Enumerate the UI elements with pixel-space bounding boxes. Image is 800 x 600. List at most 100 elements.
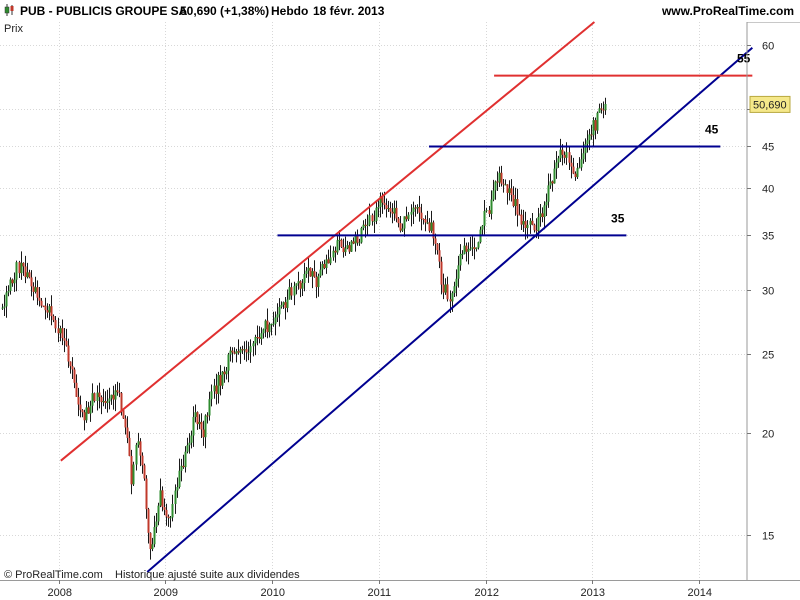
candle-body bbox=[576, 168, 579, 178]
y-tick-label: 20 bbox=[762, 429, 774, 441]
candle-body bbox=[282, 302, 285, 305]
candle-body bbox=[483, 210, 486, 226]
candle-body bbox=[247, 352, 250, 354]
candle-body bbox=[383, 202, 386, 205]
candle-body bbox=[59, 328, 62, 334]
candle-body bbox=[496, 181, 499, 183]
candle-body bbox=[286, 299, 289, 308]
candle-body bbox=[432, 222, 435, 239]
candle-body bbox=[284, 302, 287, 308]
candle-body bbox=[401, 228, 404, 231]
candle-body bbox=[572, 166, 575, 174]
candle-body bbox=[137, 441, 140, 445]
candle-body bbox=[508, 188, 511, 193]
candle-body bbox=[403, 216, 406, 229]
candle-body bbox=[570, 162, 573, 167]
candle-body bbox=[93, 393, 96, 402]
candle-body bbox=[75, 382, 78, 397]
candle-body bbox=[213, 385, 216, 392]
y-axis: 15 20 25 30 35 40 45 60 50,690 bbox=[747, 41, 791, 543]
candle-body bbox=[42, 305, 45, 307]
candle-body bbox=[100, 397, 103, 403]
candle-body bbox=[235, 351, 238, 354]
candle-body bbox=[578, 167, 581, 169]
candle-body bbox=[551, 181, 554, 184]
candle-body bbox=[264, 320, 267, 330]
candle-body bbox=[262, 329, 265, 334]
candle-body bbox=[266, 320, 269, 333]
candle-body bbox=[124, 418, 127, 428]
candle-body bbox=[510, 188, 513, 195]
candle-body bbox=[188, 442, 191, 446]
candle-body bbox=[178, 470, 181, 488]
candle-body bbox=[22, 262, 25, 267]
candle-body bbox=[15, 262, 18, 280]
candle-body bbox=[594, 120, 597, 131]
candle-body bbox=[522, 221, 525, 225]
candle-body bbox=[272, 323, 275, 325]
candle-body bbox=[338, 239, 341, 241]
candle-body bbox=[451, 293, 454, 302]
candle-body bbox=[410, 211, 413, 215]
candle-body bbox=[438, 250, 441, 262]
candle-body bbox=[465, 245, 468, 252]
y-axis-label: Prix bbox=[4, 23, 23, 35]
x-tick-label: 2008 bbox=[48, 587, 72, 599]
candle-body bbox=[500, 172, 503, 184]
candle-body bbox=[126, 427, 129, 438]
candle-body bbox=[311, 271, 314, 277]
candle-body bbox=[377, 207, 380, 209]
date-label: 18 févr. 2013 bbox=[313, 4, 385, 18]
candle-body bbox=[381, 196, 384, 203]
candle-body bbox=[7, 290, 10, 293]
candle-body bbox=[38, 297, 41, 301]
candle-body bbox=[426, 222, 429, 224]
candle-body bbox=[580, 159, 583, 168]
candle-body bbox=[334, 250, 337, 253]
x-axis: 2008 2009 2010 2011 2012 2013 2014 bbox=[48, 580, 712, 599]
candle-body bbox=[225, 370, 228, 375]
candle-body bbox=[362, 224, 365, 229]
candle-body bbox=[387, 208, 390, 210]
candle-body bbox=[190, 435, 193, 443]
candle-body bbox=[397, 218, 400, 224]
candle-body bbox=[237, 351, 240, 353]
candle-body bbox=[77, 396, 80, 405]
candle-body bbox=[455, 278, 458, 287]
candle-body bbox=[430, 222, 433, 231]
candle-body bbox=[518, 214, 521, 216]
candle-body bbox=[276, 314, 279, 318]
candle-body bbox=[128, 437, 131, 456]
candle-body bbox=[102, 400, 105, 403]
candle-body bbox=[416, 207, 419, 209]
candle-body bbox=[159, 490, 162, 506]
candle-body bbox=[120, 393, 123, 411]
plot-background bbox=[0, 22, 747, 580]
candle-body bbox=[54, 320, 57, 329]
grid bbox=[0, 22, 747, 580]
candle-body bbox=[325, 259, 328, 268]
candle-body bbox=[165, 509, 168, 517]
candle-body bbox=[504, 184, 507, 186]
x-tick-label: 2010 bbox=[261, 587, 285, 599]
candle-body bbox=[545, 201, 548, 206]
candle-body bbox=[233, 352, 236, 354]
site-link[interactable]: www.ProRealTime.com bbox=[661, 4, 794, 18]
candle-body bbox=[488, 210, 491, 214]
x-tick-label: 2013 bbox=[581, 587, 605, 599]
candle-body bbox=[13, 279, 16, 284]
level-35-label: 35 bbox=[611, 211, 625, 225]
candle-body bbox=[114, 390, 117, 400]
candle-body bbox=[502, 183, 505, 185]
candle-body bbox=[293, 285, 296, 296]
y-tick-label: 45 bbox=[762, 142, 774, 154]
candle-body bbox=[356, 235, 359, 243]
candle-body bbox=[196, 412, 199, 425]
candle-body bbox=[520, 214, 523, 225]
candle-body bbox=[477, 242, 480, 248]
candle-body bbox=[574, 173, 577, 178]
candle-body bbox=[543, 205, 546, 218]
candle-body bbox=[217, 374, 220, 394]
level-45-label: 45 bbox=[705, 122, 719, 136]
